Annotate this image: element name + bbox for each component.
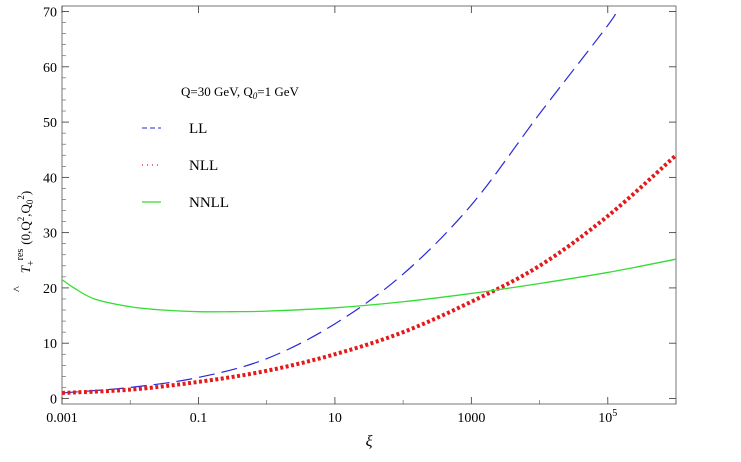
series-layer [62, 11, 676, 395]
y-tick-label: 20 [43, 282, 57, 297]
y-tick-label: 50 [43, 116, 57, 131]
y-tick-label: 70 [43, 6, 57, 21]
annotation-tail: =1 GeV [257, 84, 299, 99]
y-title-q0sub: 0 [25, 199, 35, 204]
y-tick-label: 10 [43, 337, 57, 352]
x-tick-label: 10 [328, 411, 342, 426]
x-tick-label: 0.001 [46, 411, 78, 426]
y-title-q0sup: 2 [16, 195, 26, 200]
plot-frame [61, 5, 677, 405]
svg-text:T+res(0,Q2,Q02): T+res(0,Q2,Q02) [15, 191, 37, 274]
y-axis-title: T+res(0,Q2,Q02) ^ [10, 191, 37, 292]
y-tick-label: 30 [43, 227, 57, 242]
y-title-sup: res [15, 249, 26, 261]
y-tick-label: 0 [50, 392, 57, 407]
y-tick-label: 40 [43, 171, 57, 186]
legend-label-nll: NLL [189, 158, 218, 174]
legend: LL NLL NNLL [142, 121, 229, 211]
annotation-text: Q=30 GeV, Q [181, 84, 253, 99]
x-tick-label: 0.1 [190, 411, 208, 426]
y-title-hat: ^ [10, 286, 24, 292]
y-title-sep: ,Q [18, 203, 33, 216]
x-ticks: 0.001 0.1 10 1000 105 [46, 6, 677, 426]
y-title-sub: + [26, 260, 37, 266]
y-title-args: (0,Q [18, 221, 33, 245]
y-ticks: 0 10 20 30 40 50 60 70 [43, 6, 676, 407]
legend-label-nnll: NNLL [189, 195, 229, 211]
x-tick-label: 1000 [457, 411, 485, 426]
x-tick-label: 105 [598, 408, 617, 426]
annotation: Q=30 GeV, Q0=1 GeV [181, 84, 299, 101]
series-line-nll [62, 153, 676, 395]
y-title-base: T [18, 265, 33, 273]
legend-label-ll: LL [189, 121, 207, 137]
y-tick-label: 60 [43, 61, 57, 76]
annotation-sub: 0 [253, 91, 258, 101]
series-line-ll [62, 11, 617, 394]
y-title-close: ) [18, 191, 33, 195]
y-title-q2: 2 [16, 217, 26, 222]
svg-text:Q=30 GeV, Q0=1 GeV: Q=30 GeV, Q0=1 GeV [181, 84, 299, 101]
x-axis-title: ξ [366, 433, 373, 450]
series-line-nnll [62, 258, 676, 313]
